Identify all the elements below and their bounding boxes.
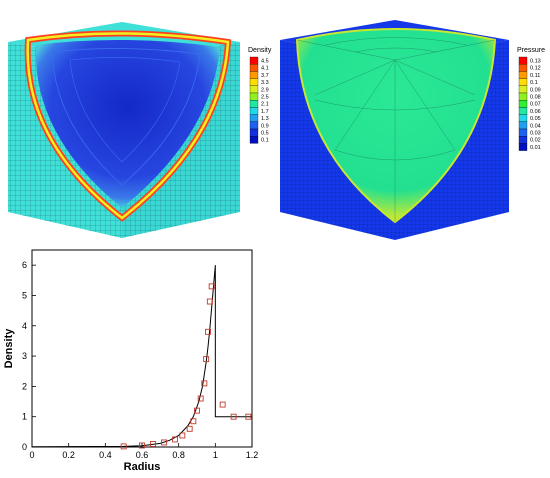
density-colorbar-tick-label: 0.9 [261, 123, 269, 129]
exact-solution-line [31, 265, 252, 448]
y-tick-label: 4 [22, 321, 27, 331]
pressure-colorbar-swatch [518, 56, 528, 65]
y-tick-label: 6 [22, 260, 27, 270]
pressure-colorbar-swatch [518, 100, 528, 108]
x-tick-label: 0 [29, 450, 34, 460]
density-colorbar-swatch [249, 64, 259, 72]
pressure-colorbar-tick-label: 0.11 [530, 73, 540, 79]
numerical-marker [194, 407, 200, 414]
density-colorbar-tick-label: 0.5 [261, 131, 269, 137]
pressure-colorbar-swatch [518, 64, 528, 72]
pressure-colorbar-tick-label: 0.03 [530, 131, 541, 137]
density-colorbar-swatch [249, 136, 259, 144]
density-colorbar-swatch [249, 71, 259, 79]
pressure-colorbar-tick-label: 0.13 [530, 59, 541, 65]
y-axis-title: Density [3, 328, 15, 369]
density-interior [35, 39, 220, 209]
numerical-marker [190, 418, 197, 425]
pressure-colorbar-tick-label: 0.04 [530, 123, 541, 129]
pressure-colorbar-tick-label: 0.09 [530, 87, 541, 93]
x-tick-label: 1 [213, 450, 218, 460]
numerical-marker [219, 401, 226, 408]
y-tick-label: 0 [22, 442, 27, 452]
pressure-colorbar-tick-label: 0.1 [530, 80, 538, 86]
pressure-colorbar-title: Pressure [517, 47, 545, 54]
numerical-marker [197, 395, 204, 402]
numerical-marker [208, 283, 215, 290]
y-tick-label: 1 [22, 412, 27, 422]
y-tick-label: 2 [22, 381, 27, 391]
pressure-colorbar-swatch [518, 143, 528, 151]
pressure-colorbar-swatch [518, 107, 528, 115]
y-tick-label: 3 [22, 351, 27, 361]
density-cube-panel: Density 4.5 4.1 3.7 3.3 2.9 2.5 2.1 1.7 1.3 0.9 0.… [0, 0, 275, 245]
pressure-interior [295, 28, 497, 224]
numerical-marker [161, 439, 167, 446]
pressure-colorbar-tick-label: 0.06 [530, 109, 541, 115]
pressure-colorbar-tick-label: 0.12 [530, 66, 541, 72]
density-colorbar-swatch [249, 114, 259, 122]
pressure-cube-panel: Pressure 0.13 0.12 0.11 0.1 0.09 0.08 0.07 0.06… [275, 0, 550, 245]
density-radius-chart: 0 0.2 0.4 0.6 0.8 1 1.2 0 1 2 3 4 5 6 Radius Density [0, 238, 275, 473]
pressure-colorbar-tick-label: 0.08 [530, 95, 541, 101]
density-colorbar-title: Density [248, 47, 272, 54]
density-colorbar-swatch [249, 107, 259, 115]
x-tick-label: 0.2 [62, 450, 75, 460]
pressure-colorbar-swatch [518, 92, 528, 101]
density-colorbar-tick-label: 2.1 [261, 102, 269, 108]
density-colorbar-swatch [249, 100, 259, 108]
pressure-colorbar-tick-label: 0.02 [530, 138, 541, 144]
density-colorbar: Density 4.54.13.73.32.9 2.52.11.71.30.9 0.… [248, 47, 272, 144]
x-axis-title: Radius [124, 461, 161, 473]
density-colorbar-tick-label: 3.3 [261, 80, 269, 86]
pressure-colorbar: Pressure 0.130.120.110.10.09 0.080.070.06… [517, 47, 545, 151]
pressure-colorbar-swatch [518, 121, 528, 130]
density-colorbar-swatch [249, 128, 259, 137]
pressure-colorbar-swatch [518, 128, 528, 137]
pressure-colorbar-swatch [518, 114, 528, 122]
x-tick-label: 0.8 [172, 450, 185, 460]
pressure-cube-plot: Pressure 0.130.120.110.10.09 0.080.070.06… [280, 20, 545, 240]
density-colorbar-tick-label: 0.1 [261, 138, 269, 144]
pressure-colorbar-tick-label: 0.05 [530, 116, 541, 122]
y-tick-label: 5 [22, 290, 27, 300]
pressure-colorbar-swatch [518, 78, 528, 86]
density-colorbar-tick-label: 1.7 [261, 109, 269, 115]
x-tick-label: 0.6 [136, 450, 149, 460]
x-tick-label: 0.4 [99, 450, 112, 460]
numerical-marker [205, 328, 211, 335]
density-colorbar-tick-label: 4.5 [261, 59, 269, 65]
density-cube-plot: Density 4.54.13.73.32.9 2.52.11.71.30.9 0.… [8, 22, 272, 238]
numerical-marker [201, 380, 208, 387]
density-colorbar-swatch [249, 78, 259, 86]
pressure-colorbar-tick-label: 0.01 [530, 145, 541, 151]
numerical-marker [139, 442, 145, 449]
density-colorbar-tick-label: 2.9 [261, 87, 269, 93]
density-colorbar-tick-label: 2.5 [261, 95, 269, 101]
plot-frame [31, 249, 253, 448]
density-colorbar-swatch [249, 85, 259, 94]
numerical-marker [120, 443, 127, 450]
x-tick-label: 1.2 [246, 450, 259, 460]
numerical-marker [186, 425, 193, 432]
numerical-marker [172, 436, 178, 443]
pressure-colorbar-swatch [518, 85, 528, 94]
density-colorbar-tick-label: 3.7 [261, 73, 269, 79]
numerical-marker [230, 413, 237, 420]
numerical-marker [203, 356, 210, 363]
numerical-marker [150, 441, 156, 447]
density-colorbar-swatch [249, 92, 259, 101]
numerical-marker [245, 413, 252, 420]
density-colorbar-tick-label: 4.1 [261, 66, 269, 72]
pressure-colorbar-swatch [518, 136, 528, 144]
pressure-colorbar-swatch [518, 71, 528, 79]
numerical-marker [179, 432, 186, 439]
numerical-marker [206, 298, 213, 305]
density-colorbar-swatch [249, 121, 259, 130]
density-colorbar-tick-label: 1.3 [261, 116, 269, 122]
pressure-colorbar-tick-label: 0.07 [530, 102, 541, 108]
density-radius-plot: 0 0.2 0.4 0.6 0.8 1 1.2 0 1 2 3 4 5 6 Radius Density [3, 249, 259, 473]
density-colorbar-swatch [249, 56, 259, 65]
